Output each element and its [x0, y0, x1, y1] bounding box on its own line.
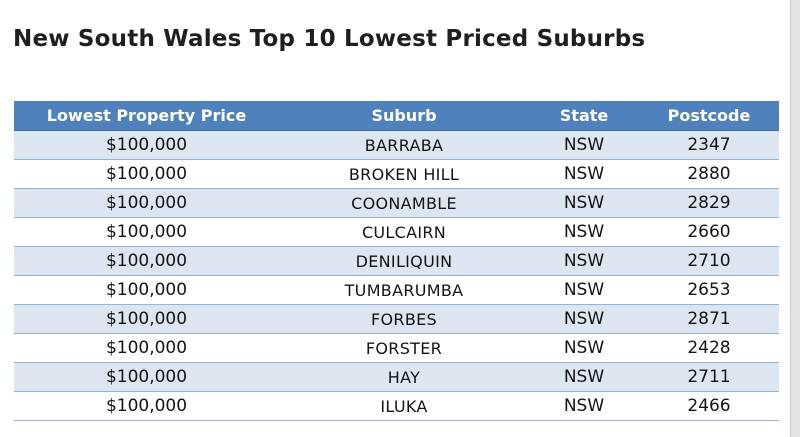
table-row: $100,000 COONAMBLE NSW 2829	[14, 188, 779, 218]
state-cell: NSW	[529, 275, 639, 305]
state-cell: NSW	[529, 333, 639, 363]
price-cell: $100,000	[14, 362, 279, 392]
table-row: $100,000 CULCAIRN NSW 2660	[14, 217, 779, 247]
table-row: $100,000 BARRABA NSW 2347	[14, 130, 779, 160]
suburb-cell: BARRABA	[279, 130, 529, 160]
price-cell: $100,000	[14, 188, 279, 218]
header-suburb: Suburb	[279, 101, 529, 131]
table-row: $100,000 FORSTER NSW 2428	[14, 333, 779, 363]
postcode-cell: 2653	[639, 275, 779, 305]
postcode-cell: 2711	[639, 362, 779, 392]
state-cell: NSW	[529, 217, 639, 247]
state-cell: NSW	[529, 130, 639, 160]
suburb-cell: TUMBARUMBA	[279, 275, 529, 305]
suburb-cell: FORSTER	[279, 333, 529, 363]
postcode-cell: 2710	[639, 246, 779, 276]
postcode-cell: 2829	[639, 188, 779, 218]
suburb-cell: FORBES	[279, 304, 529, 334]
table-row: $100,000 FORBES NSW 2871	[14, 304, 779, 334]
right-edge-strip	[790, 0, 800, 437]
price-cell: $100,000	[14, 246, 279, 276]
price-cell: $100,000	[14, 304, 279, 334]
postcode-cell: 2466	[639, 391, 779, 421]
suburb-cell: BROKEN HILL	[279, 159, 529, 189]
price-cell: $100,000	[14, 159, 279, 189]
table-row: $100,000 ILUKA NSW 2466	[14, 391, 779, 421]
table-row: $100,000 HAY NSW 2711	[14, 362, 779, 392]
price-cell: $100,000	[14, 333, 279, 363]
state-cell: NSW	[529, 391, 639, 421]
table-body: $100,000 BARRABA NSW 2347 $100,000 BROKE…	[14, 130, 779, 421]
header-row: Lowest Property Price Suburb State Postc…	[14, 101, 779, 131]
header-price: Lowest Property Price	[14, 101, 279, 131]
header-state: State	[529, 101, 639, 131]
suburb-cell: COONAMBLE	[279, 188, 529, 218]
price-cell: $100,000	[14, 391, 279, 421]
suburb-cell: HAY	[279, 362, 529, 392]
price-cell: $100,000	[14, 130, 279, 160]
table-row: $100,000 TUMBARUMBA NSW 2653	[14, 275, 779, 305]
state-cell: NSW	[529, 362, 639, 392]
table-row: $100,000 DENILIQUIN NSW 2710	[14, 246, 779, 276]
state-cell: NSW	[529, 188, 639, 218]
suburb-cell: ILUKA	[279, 391, 529, 421]
price-cell: $100,000	[14, 275, 279, 305]
state-cell: NSW	[529, 159, 639, 189]
suburbs-table: Lowest Property Price Suburb State Postc…	[14, 101, 779, 421]
price-cell: $100,000	[14, 217, 279, 247]
postcode-cell: 2660	[639, 217, 779, 247]
suburb-cell: DENILIQUIN	[279, 246, 529, 276]
table-header: Lowest Property Price Suburb State Postc…	[14, 101, 779, 131]
state-cell: NSW	[529, 246, 639, 276]
suburb-cell: CULCAIRN	[279, 217, 529, 247]
postcode-cell: 2347	[639, 130, 779, 160]
page-title: New South Wales Top 10 Lowest Priced Sub…	[13, 26, 646, 52]
postcode-cell: 2428	[639, 333, 779, 363]
postcode-cell: 2880	[639, 159, 779, 189]
header-postcode: Postcode	[639, 101, 779, 131]
postcode-cell: 2871	[639, 304, 779, 334]
table-row: $100,000 BROKEN HILL NSW 2880	[14, 159, 779, 189]
state-cell: NSW	[529, 304, 639, 334]
